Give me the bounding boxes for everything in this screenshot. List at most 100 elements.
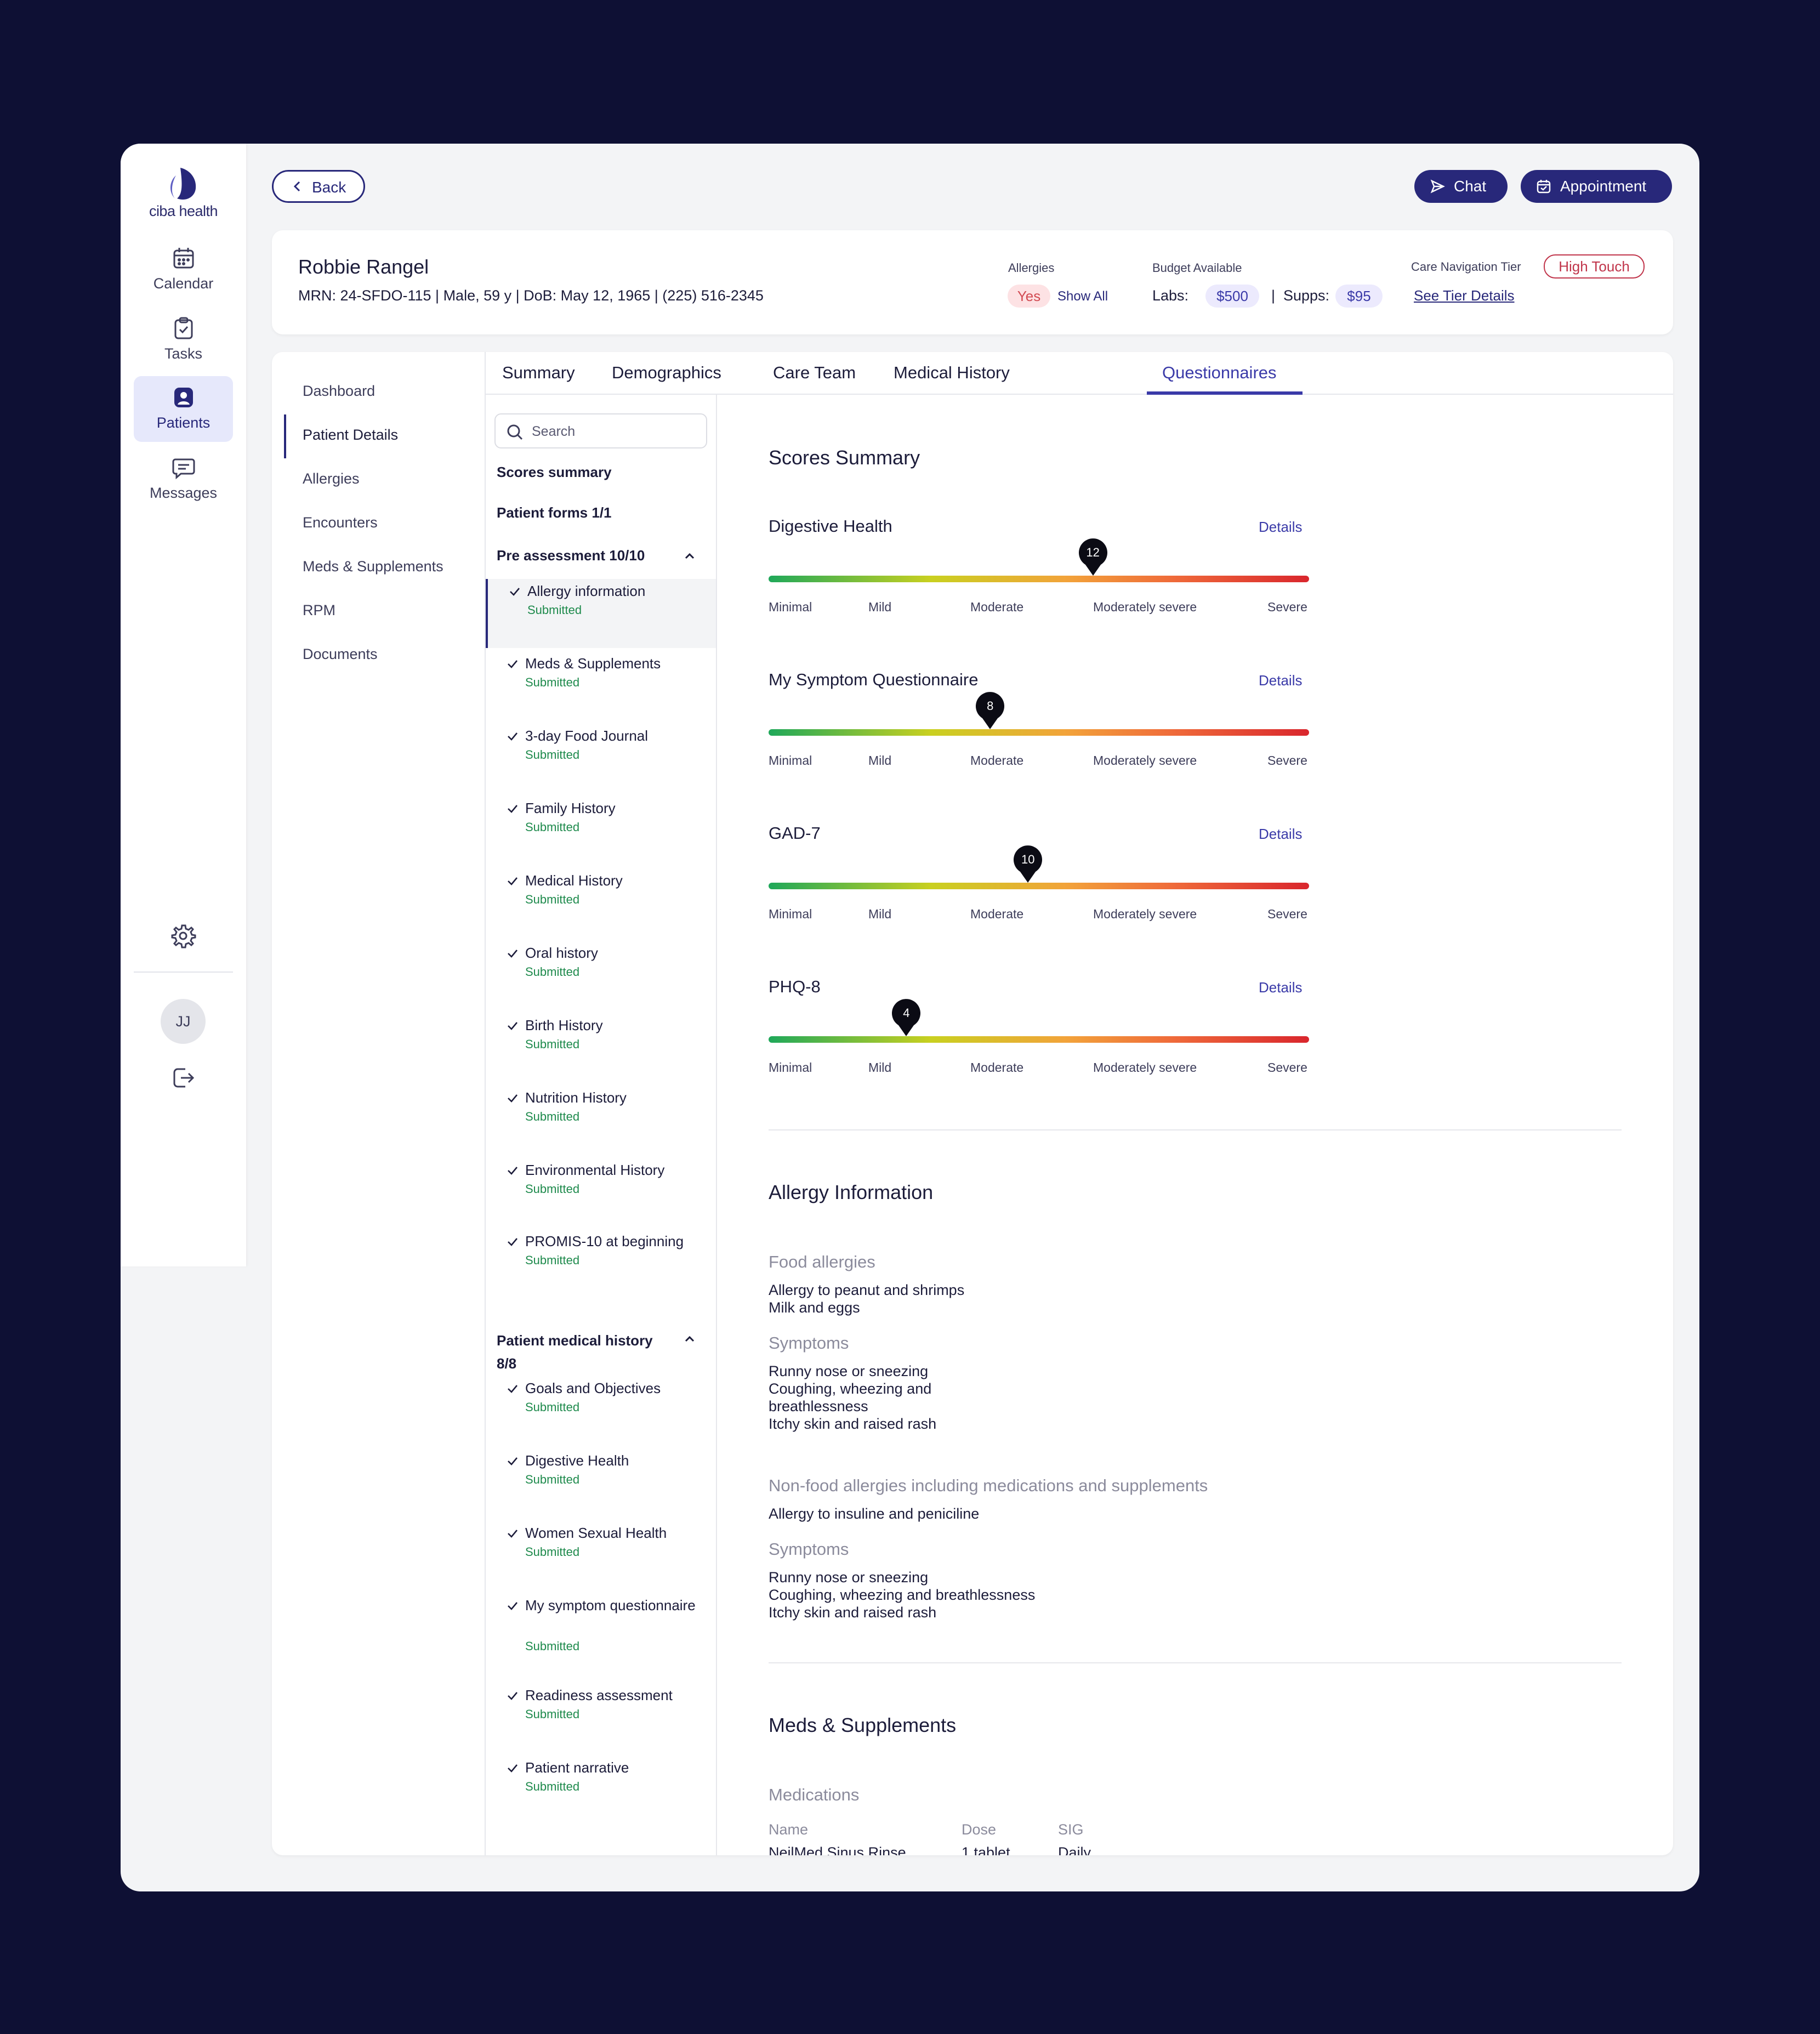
food-symptoms-title: Symptoms — [769, 1333, 849, 1353]
scale-label: Mild — [868, 907, 892, 921]
questionnaire-name: Digestive Health — [525, 1452, 629, 1469]
nav-tasks[interactable]: Tasks — [134, 307, 233, 373]
gear-icon[interactable] — [170, 923, 196, 949]
list-item[interactable]: Allergy information Submitted — [486, 579, 716, 648]
avatar[interactable]: JJ — [161, 999, 206, 1044]
questionnaire-name: Meds & Supplements — [525, 655, 661, 672]
list-item[interactable]: Medical History Submitted — [486, 868, 716, 938]
status-badge: Submitted — [525, 1639, 580, 1653]
calendar-icon — [1537, 180, 1551, 194]
nav-tasks-label: Tasks — [164, 345, 203, 362]
list-item[interactable]: Women Sexual Health Submitted — [486, 1521, 716, 1590]
check-icon — [508, 732, 517, 741]
score-value: 12 — [1086, 546, 1100, 559]
check-icon — [508, 877, 517, 885]
patient-forms-link[interactable]: Patient forms 1/1 — [497, 504, 612, 521]
list-item[interactable]: PROMIS-10 at beginning Submitted — [486, 1229, 716, 1298]
score-marker: 8 — [975, 692, 1005, 730]
scale-label: Mild — [868, 753, 892, 768]
scale-label: Severe — [1267, 753, 1307, 768]
food-symptom-line: Coughing, wheezing and — [769, 1380, 932, 1397]
back-label: Back — [312, 179, 346, 196]
section-divider — [769, 1662, 1622, 1663]
severity-scale-bar — [769, 883, 1309, 889]
menu-meds-supplements[interactable]: Meds & Supplements — [303, 558, 443, 575]
chat-label: Chat — [1454, 178, 1487, 195]
active-indicator — [284, 414, 286, 458]
list-item[interactable]: Family History Submitted — [486, 796, 716, 865]
severity-scale-bar — [769, 576, 1309, 582]
see-tier-details-link[interactable]: See Tier Details — [1414, 287, 1515, 304]
menu-dashboard[interactable]: Dashboard — [303, 383, 376, 399]
food-symptom-line: Runny nose or sneezing — [769, 1363, 929, 1379]
menu-encounters[interactable]: Encounters — [303, 514, 378, 531]
list-item[interactable]: Goals and Objectives Submitted — [486, 1376, 716, 1445]
details-link[interactable]: Details — [1259, 519, 1303, 535]
scores-summary-link[interactable]: Scores summary — [497, 464, 612, 480]
menu-allergies[interactable]: Allergies — [303, 470, 360, 487]
severity-scale-bar — [769, 1036, 1309, 1043]
list-item[interactable]: Digestive Health Submitted — [486, 1448, 716, 1518]
column-header-name: Name — [769, 1821, 809, 1838]
back-button[interactable]: Back — [272, 170, 365, 203]
list-item[interactable]: 3-day Food Journal Submitted — [486, 724, 716, 793]
medication-dose-cell: 1 tablet — [962, 1844, 1010, 1855]
patient-meta: MRN: 24-SFDO-115 | Male, 59 y | DoB: May… — [298, 287, 764, 304]
list-item[interactable]: Environmental History Submitted — [486, 1158, 716, 1227]
medical-history-group[interactable]: Patient medical history 8/8 — [497, 1332, 653, 1372]
list-item[interactable]: Meds & Supplements Submitted — [486, 651, 716, 720]
questionnaire-name: Oral history — [525, 945, 598, 961]
appointment-label: Appointment — [1560, 178, 1647, 195]
details-link[interactable]: Details — [1259, 826, 1303, 842]
menu-patient-details[interactable]: Patient Details — [303, 427, 399, 443]
search-placeholder: Search — [532, 424, 576, 439]
chevron-up-icon[interactable] — [683, 1332, 696, 1345]
tab-questionnaires[interactable]: Questionnaires — [1162, 363, 1277, 382]
details-link[interactable]: Details — [1259, 672, 1303, 689]
menu-documents[interactable]: Documents — [303, 646, 378, 662]
check-icon — [508, 1022, 517, 1030]
tab-active-underline — [1147, 391, 1303, 395]
list-item[interactable]: Nutrition History Submitted — [486, 1086, 716, 1155]
send-icon — [1430, 179, 1445, 194]
patient-name: Robbie Rangel — [298, 255, 429, 278]
menu-rpm[interactable]: RPM — [303, 602, 335, 618]
check-icon — [508, 1238, 517, 1246]
column-header-dose: Dose — [962, 1821, 997, 1838]
appointment-button[interactable]: Appointment — [1521, 170, 1672, 203]
search-input[interactable]: Search — [494, 413, 707, 448]
list-item[interactable]: Readiness assessment Submitted — [486, 1683, 716, 1752]
pre-assessment-group[interactable]: Pre assessment 10/10 — [497, 547, 645, 564]
food-symptom-line: breathlessness — [769, 1398, 868, 1414]
chat-button[interactable]: Chat — [1414, 170, 1508, 203]
allergy-information-title: Allergy Information — [769, 1181, 934, 1203]
tab-summary[interactable]: Summary — [502, 363, 575, 382]
details-link[interactable]: Details — [1259, 979, 1303, 996]
list-item[interactable]: My symptom questionnaire Submitted — [486, 1593, 716, 1666]
supps-budget-badge: $95 — [1335, 285, 1383, 308]
chevron-left-icon — [293, 181, 300, 192]
logout-icon[interactable] — [170, 1065, 196, 1091]
patient-details-card: Dashboard Patient Details Allergies Enco… — [272, 352, 1673, 1855]
tab-demographics[interactable]: Demographics — [612, 363, 721, 382]
list-item[interactable]: Birth History Submitted — [486, 1013, 716, 1082]
tab-medical-history[interactable]: Medical History — [894, 363, 1010, 382]
score-value: 8 — [987, 699, 994, 713]
chevron-up-icon[interactable] — [683, 549, 696, 563]
status-badge: Submitted — [525, 820, 580, 834]
list-item[interactable]: Oral history Submitted — [486, 941, 716, 1010]
nav-patients[interactable]: Patients — [134, 376, 233, 442]
nav-calendar[interactable]: Calendar — [134, 237, 233, 303]
nav-messages[interactable]: Messages — [134, 446, 233, 512]
tab-care-team[interactable]: Care Team — [773, 363, 856, 382]
non-food-symptom-line: Runny nose or sneezing — [769, 1569, 929, 1586]
list-item[interactable]: Patient narrative Submitted — [486, 1755, 716, 1825]
scale-label: Mild — [868, 600, 892, 614]
clipboard-check-icon — [174, 317, 193, 339]
severity-scale-bar — [769, 729, 1309, 736]
status-badge: Submitted — [525, 675, 580, 689]
allergies-label: Allergies — [1008, 261, 1055, 275]
calendar-icon — [173, 248, 194, 269]
status-badge: Submitted — [527, 603, 582, 617]
show-all-link[interactable]: Show All — [1057, 289, 1108, 304]
